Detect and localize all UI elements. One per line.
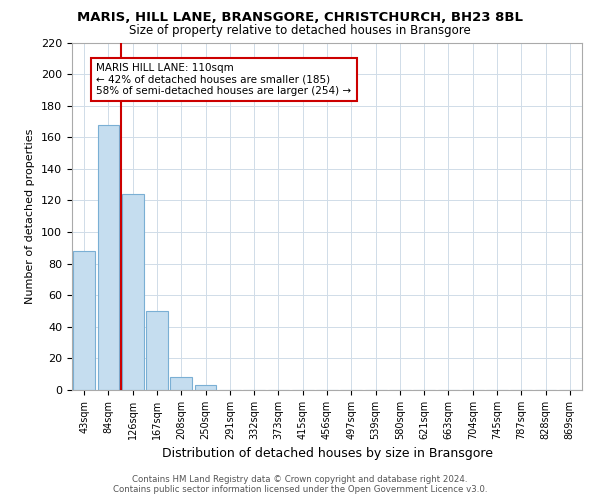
X-axis label: Distribution of detached houses by size in Bransgore: Distribution of detached houses by size …	[161, 448, 493, 460]
Text: Contains HM Land Registry data © Crown copyright and database right 2024.
Contai: Contains HM Land Registry data © Crown c…	[113, 474, 487, 494]
Bar	[170, 378, 192, 390]
Bar	[194, 386, 217, 390]
Bar	[146, 311, 168, 390]
Y-axis label: Number of detached properties: Number of detached properties	[25, 128, 35, 304]
Bar	[122, 194, 143, 390]
Text: MARIS, HILL LANE, BRANSGORE, CHRISTCHURCH, BH23 8BL: MARIS, HILL LANE, BRANSGORE, CHRISTCHURC…	[77, 11, 523, 24]
Bar	[97, 124, 119, 390]
Text: MARIS HILL LANE: 110sqm
← 42% of detached houses are smaller (185)
58% of semi-d: MARIS HILL LANE: 110sqm ← 42% of detache…	[96, 63, 352, 96]
Text: Size of property relative to detached houses in Bransgore: Size of property relative to detached ho…	[129, 24, 471, 37]
Bar	[73, 251, 95, 390]
